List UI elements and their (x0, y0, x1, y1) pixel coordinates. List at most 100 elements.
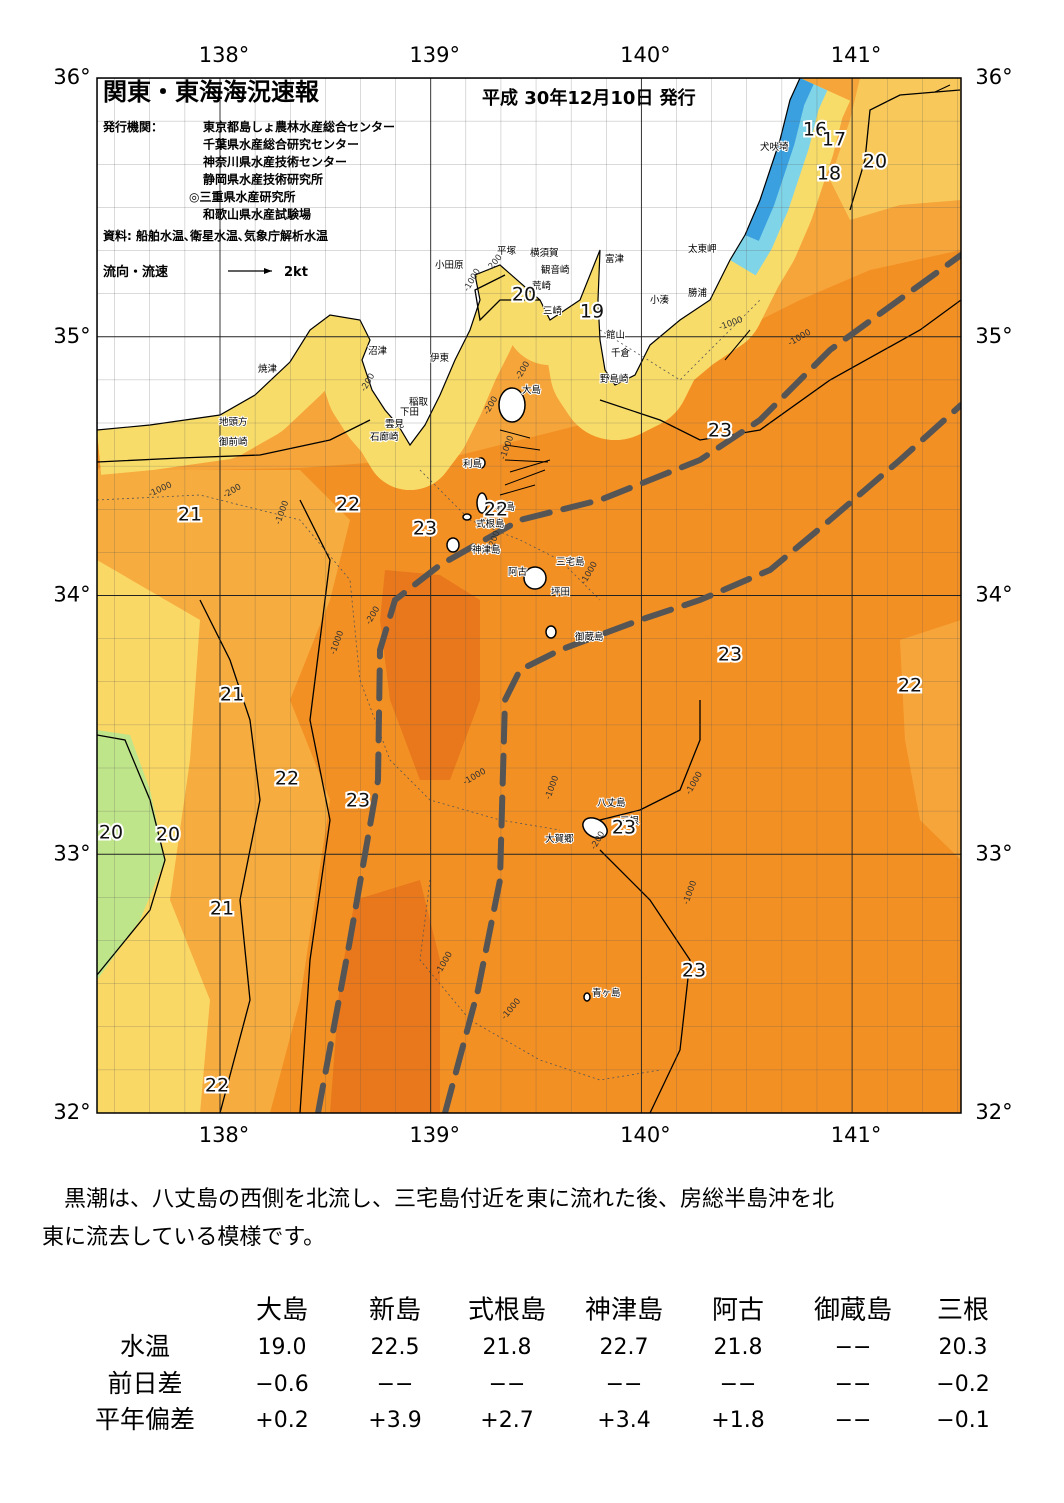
isotherm (97, 419, 371, 463)
place-name: 石廊崎 (370, 431, 399, 443)
sea-band (330, 880, 440, 1113)
table-cell: +3.9 (368, 1408, 421, 1433)
table-cell: 22.5 (371, 1335, 420, 1360)
latitude-label: 32° (53, 1100, 90, 1124)
place-name: 阿古 (508, 566, 528, 578)
table-cell: −− (835, 1408, 872, 1433)
place-name: 御前崎 (219, 436, 248, 448)
current-vector (504, 444, 541, 451)
isotherm (849, 89, 961, 211)
isotherm-label: 18 (817, 163, 841, 185)
depth-contours (97, 299, 761, 1081)
latitude-label: 36° (53, 65, 90, 89)
latitude-label: 36° (975, 65, 1012, 89)
isotherm-label: 21 (220, 684, 244, 706)
island (446, 537, 460, 553)
place-name: 小湊 (650, 294, 670, 306)
description-line: 東に流去している模様です。 (42, 1225, 325, 1250)
place-name: 平塚 (497, 246, 517, 257)
column-header: 大島 (256, 1296, 308, 1326)
island (476, 457, 486, 469)
place-name: 館山 (606, 329, 625, 341)
table-cell: +1.8 (711, 1408, 764, 1433)
place-name: 富津 (605, 253, 625, 265)
island (583, 992, 591, 1002)
isotherm-label: 20 (99, 822, 123, 844)
sea-band (97, 730, 165, 980)
place-name: 犬吠埼 (760, 141, 789, 153)
depth-contour (97, 494, 561, 831)
longitude-label: 140° (620, 43, 671, 67)
place-name: 観音崎 (541, 264, 570, 276)
table-cell: +0.2 (255, 1408, 308, 1433)
isotherm-label: 23 (718, 644, 742, 666)
isotherm (97, 734, 166, 976)
place-name: 伊東 (430, 352, 450, 364)
issuer-label: 発行機関： (102, 119, 163, 134)
graticule (97, 78, 961, 1113)
isotherm-label: 21 (210, 898, 234, 920)
kuroshio-edge (442, 402, 961, 1113)
isotherm-label: 22 (484, 499, 508, 521)
islands (446, 387, 608, 1002)
column-header: 三根 (937, 1296, 989, 1326)
place-name: 下田 (400, 407, 419, 418)
table-cell: 21.8 (714, 1335, 763, 1360)
isotherm (599, 299, 961, 441)
longitude-label: 138° (199, 1123, 250, 1147)
table-cell: −0.6 (255, 1372, 308, 1397)
map-title: 関東・東海海況速報 (103, 78, 320, 106)
longitude-label: 141° (831, 1123, 882, 1147)
column-header: 阿古 (712, 1296, 764, 1326)
current-vector (934, 84, 951, 93)
latitude-label: 32° (975, 1100, 1012, 1124)
place-name: 荒崎 (532, 280, 552, 292)
latitude-label: 33° (53, 841, 90, 865)
place-name: 三宅島 (556, 556, 585, 568)
table-cell: 21.8 (483, 1335, 532, 1360)
current-vector (504, 469, 546, 486)
isotherm-label: 23 (708, 420, 732, 442)
issuer-list: 東京都島しょ農林水産総合センター千葉県水産総合研究センター神奈川県水産技術センタ… (189, 119, 395, 222)
island (523, 566, 547, 590)
column-header: 御蔵島 (814, 1296, 892, 1326)
place-name: 神津島 (472, 544, 501, 556)
sea-band (900, 620, 961, 860)
place-name: 小田原 (435, 260, 464, 271)
place-name: 八丈島 (597, 797, 626, 809)
column-header: 式根島 (468, 1296, 546, 1326)
legend-scale: 2kt (284, 265, 308, 280)
place-name: 式根島 (476, 518, 505, 530)
place-name: 太東岬 (688, 243, 717, 255)
longitude-label: 139° (409, 1123, 460, 1147)
table-cell: −0.2 (936, 1372, 989, 1397)
table-cell: −0.1 (936, 1408, 989, 1433)
kuroshio-axis (315, 252, 961, 1113)
longitude-label: 139° (409, 43, 460, 67)
isotherm-label: 22 (898, 675, 922, 697)
island (476, 492, 488, 514)
legend-arrowhead (264, 268, 272, 274)
data-source: 資料: 船舶水温､衛星水温､気象庁解析水温 (103, 228, 328, 243)
isotherm-label: 23 (682, 960, 706, 982)
longitude-label: 138° (199, 43, 250, 67)
issuer: ◎三重県水産研究所 (189, 189, 295, 204)
island (462, 513, 472, 521)
isotherm-label: 16 (803, 119, 827, 141)
current-vector (504, 459, 549, 463)
isotherm (299, 499, 331, 1113)
isotherms (97, 89, 961, 1113)
issuer: 和歌山県水産試験場 (202, 207, 311, 222)
current-vector (499, 429, 531, 439)
column-header: 新島 (369, 1296, 421, 1326)
place-name: 青ヶ島 (592, 987, 621, 999)
isotherm (599, 700, 701, 821)
table-cell: −− (489, 1372, 526, 1397)
table-cell: −− (720, 1372, 757, 1397)
island (498, 387, 526, 423)
issuer: 静岡県水産技術研究所 (203, 172, 323, 187)
table-cell: −− (606, 1372, 643, 1397)
isotherm-label: 20 (156, 824, 180, 846)
